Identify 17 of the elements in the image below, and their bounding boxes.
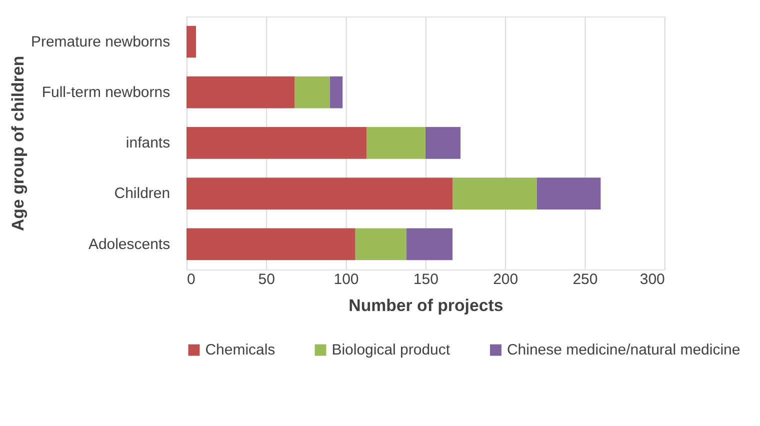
x-tick-label: 0 bbox=[186, 270, 196, 288]
y-tick-label: Children bbox=[114, 185, 170, 202]
x-tick-label: 250 bbox=[572, 270, 598, 288]
x-tick-label: 100 bbox=[334, 270, 359, 288]
legend-label: Chemicals bbox=[205, 342, 276, 359]
legend-label: Chinese medicine/natural medicine bbox=[506, 342, 740, 359]
x-tick-label: 50 bbox=[258, 270, 275, 288]
x-tick-label: 150 bbox=[413, 270, 438, 288]
x-tick-label: 300 bbox=[640, 270, 665, 288]
legend-label: Biological product bbox=[332, 342, 451, 359]
y-tick-label: Premature newborns bbox=[30, 33, 170, 50]
y-tick-label: infants bbox=[126, 134, 170, 152]
y-tick-label: Full-term newborns bbox=[42, 84, 170, 102]
x-axis-title: Number of projects bbox=[348, 296, 504, 316]
x-tick-label: 200 bbox=[493, 270, 518, 288]
y-axis-title: Age group of children bbox=[8, 56, 28, 231]
y-tick-label: Adolescents bbox=[88, 236, 170, 253]
